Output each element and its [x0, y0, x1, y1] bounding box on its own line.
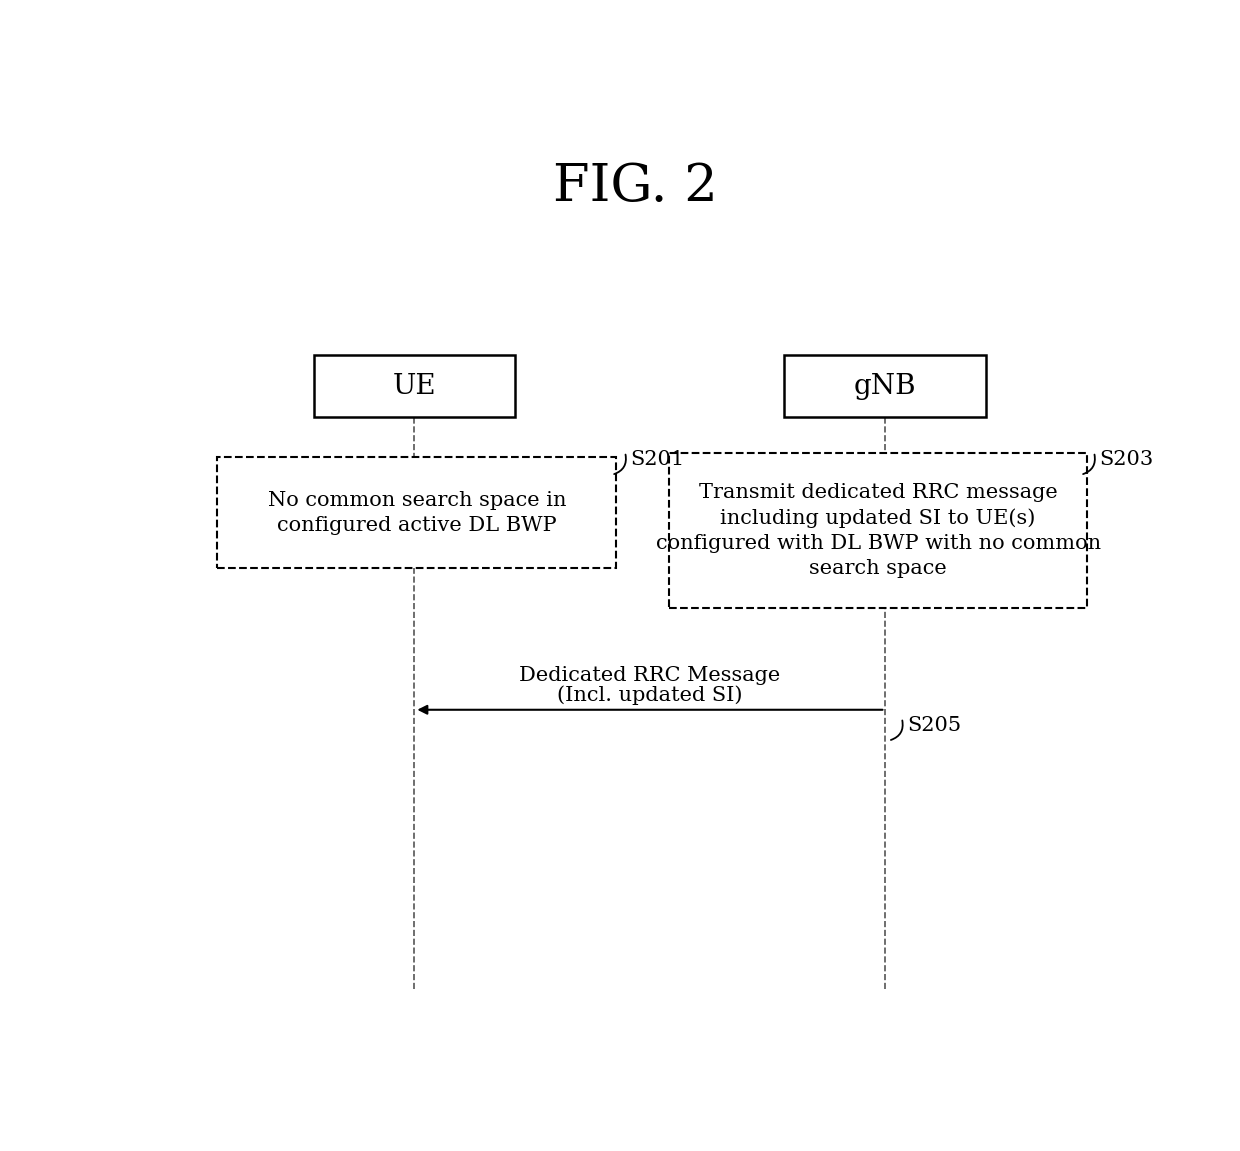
Bar	[785, 356, 986, 418]
Text: gNB: gNB	[854, 373, 916, 399]
Text: S201: S201	[631, 450, 684, 470]
Text: S205: S205	[908, 716, 961, 735]
Text: Dedicated RRC Message: Dedicated RRC Message	[520, 666, 780, 685]
Text: No common search space in
configured active DL BWP: No common search space in configured act…	[268, 490, 567, 534]
Bar	[314, 356, 516, 418]
Text: UE: UE	[393, 373, 436, 399]
Bar	[670, 452, 1087, 608]
Text: FIG. 2: FIG. 2	[553, 161, 718, 213]
Text: S203: S203	[1100, 450, 1154, 470]
Text: (Incl. updated SI): (Incl. updated SI)	[557, 686, 743, 706]
Text: Transmit dedicated RRC message
including updated SI to UE(s)
configured with DL : Transmit dedicated RRC message including…	[656, 482, 1101, 578]
Bar	[217, 457, 616, 567]
